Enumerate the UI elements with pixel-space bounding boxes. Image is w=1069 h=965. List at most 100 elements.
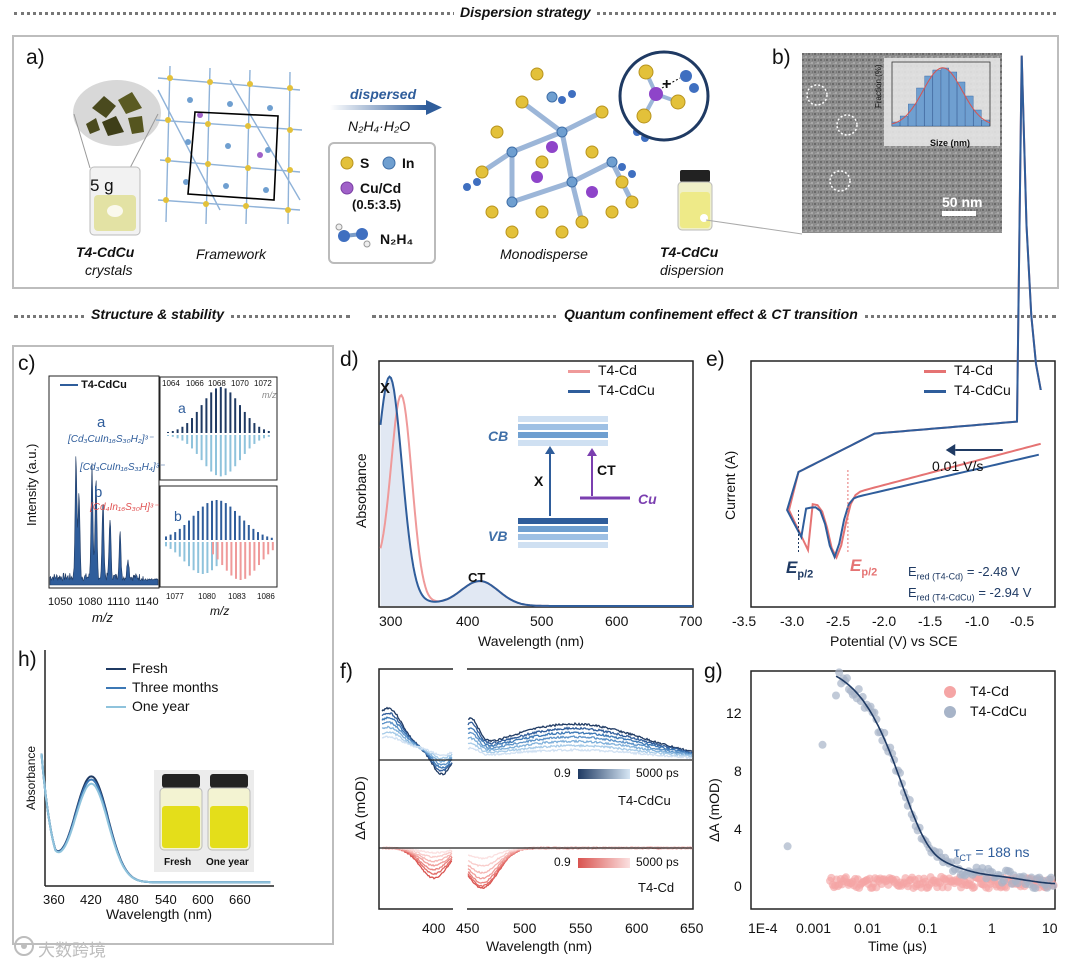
g-ytick-0: 0 — [734, 878, 742, 894]
ms-formula-a: [Cd₃CuIn₁₆S₃₀H₂]³⁻ — [68, 434, 154, 445]
h-vial-label-year: One year — [206, 857, 249, 868]
ms-xtick-2: 1110 — [107, 596, 130, 608]
ms-inset-bot-xlabel: m/z — [210, 604, 230, 618]
f-xtick-4: 550 — [569, 920, 593, 936]
ms-xtick-1: 1080 — [78, 596, 103, 608]
g-xtick-0: 1E-4 — [748, 920, 778, 936]
tem-hist-bar — [948, 71, 958, 127]
ms-xlabel: m/z — [92, 610, 113, 625]
e-ep1: Ep/2 — [786, 558, 813, 580]
crystals-mass: 5 g — [90, 176, 114, 195]
h-ylabel: Absorbance — [24, 745, 38, 810]
e-legend-1: T4-CdCu — [924, 382, 1011, 398]
ms-inset-top-unit: m/z — [262, 390, 277, 400]
f-xtick-2: 450 — [456, 920, 480, 936]
ms-ylabel: Intensity (a.u.) — [24, 443, 39, 526]
d-ylabel: Absorbance — [353, 453, 369, 528]
zoom-circle — [618, 50, 710, 142]
g-xtick-2: 0.01 — [854, 920, 882, 936]
tem-hist-bar — [957, 81, 966, 127]
h-series-2 — [40, 753, 271, 884]
ms-inset-bot-label: b — [174, 508, 182, 524]
e-ep1-main: E — [786, 558, 798, 577]
e-xtick-0: -3.5 — [732, 613, 757, 629]
g-xlabel: Time (μs) — [868, 938, 927, 954]
crystals-vial — [89, 166, 141, 236]
tem-hist-bar — [899, 115, 909, 127]
e-xtick-2: -2.5 — [826, 613, 851, 629]
ms-legend-text: T4-CdCu — [81, 379, 127, 391]
f-ylabel: ΔA (mOD) — [352, 776, 368, 840]
tem-hist-bar — [891, 121, 900, 127]
ms-inset-bottom — [159, 485, 278, 588]
g-point-t4cd — [970, 883, 979, 892]
magnify-lines-a — [73, 113, 159, 169]
tem-scale-label: 50 nm — [942, 194, 983, 210]
g-tau-main: τ — [954, 844, 960, 860]
header-quantum: Quantum confinement effect & CT transiti… — [558, 306, 864, 322]
ms-inset-bot-tick-0: 1077 — [166, 592, 184, 601]
d-legend-0: T4-Cd — [568, 362, 637, 378]
e-legend-0: T4-Cd — [924, 362, 993, 378]
g-legend-0: T4-Cd — [944, 683, 1009, 699]
d-series-t4cdcu — [379, 375, 693, 607]
h-legend-text-2: One year — [132, 698, 190, 714]
watermark-text: 大数跨境 — [38, 941, 106, 960]
f-xlabel: Wavelength (nm) — [486, 938, 593, 954]
f-cd-start: 0.9 — [554, 855, 571, 869]
tem-hist-bar — [924, 75, 933, 127]
g-legend-text-0: T4-Cd — [970, 683, 1009, 699]
zoom-plus: + — [662, 76, 672, 93]
g-fit-line — [835, 675, 1056, 885]
f-cdcu-trace-right — [467, 742, 693, 759]
e-ep1-sub: p/2 — [797, 568, 814, 581]
crystals-sub: crystals — [85, 262, 133, 278]
framework-label: Framework — [196, 246, 267, 262]
h-xtick-4: 600 — [192, 892, 214, 907]
monodisperse-label: Monodisperse — [500, 246, 588, 262]
transient-absorption-chart — [378, 668, 694, 912]
d-xtick-1: 400 — [456, 613, 480, 629]
g-xtick-1: 0.001 — [796, 920, 832, 936]
tem-image — [802, 53, 1002, 233]
g-point-t4cdcu — [1031, 884, 1040, 893]
legend-in-text: In — [402, 155, 415, 171]
tem-hist-bar — [940, 67, 949, 127]
g-legend-1: T4-CdCu — [944, 703, 1027, 719]
e-ered1-sub: red (T4-Cd) — [916, 571, 964, 582]
h-xtick-1: 420 — [80, 892, 102, 907]
g-ytick-3: 12 — [726, 705, 742, 721]
d-area — [380, 376, 693, 606]
ms-xtick-0: 1050 — [48, 596, 73, 608]
tem-hist-bar — [908, 103, 917, 127]
band-diagram — [518, 416, 630, 548]
ms-inset-top-tick-2: 1068 — [208, 379, 226, 388]
h-vials-photo — [154, 770, 254, 872]
g-ytick-2: 8 — [734, 763, 742, 779]
cyclic-voltammetry-chart — [750, 55, 1056, 608]
tem-hist-bar — [973, 109, 982, 127]
f-cdcu-trace-right — [467, 736, 693, 757]
framework-structure — [155, 65, 303, 225]
e-ered1: Ered (T4-Cd) = -2.48 V — [908, 564, 1020, 582]
e-ep2-sub: p/2 — [861, 566, 878, 579]
f-cdcu-gradient-bar — [578, 769, 630, 779]
d-legend-text-0: T4-Cd — [598, 362, 637, 378]
dispersion-vial — [677, 170, 713, 231]
g-point-t4cdcu — [843, 674, 852, 683]
f-cdcu-trace-left — [381, 711, 453, 772]
ms-trace — [49, 456, 159, 586]
e-xtick-6: -0.5 — [1010, 613, 1035, 629]
g-ytick-1: 4 — [734, 821, 742, 837]
arrow-label-dispersed: dispersed — [350, 86, 417, 102]
monodisperse-cluster — [463, 67, 649, 239]
ms-spectrum — [48, 375, 160, 589]
dispersion-arrow — [330, 100, 442, 115]
arrow-label-n2h4: N₂H₄·H₂O — [348, 118, 411, 134]
ms-inset-bot-tick-3: 1086 — [257, 592, 275, 601]
panel-ch-frame — [12, 345, 334, 945]
tem-hist-bar — [932, 69, 941, 127]
tem-inset-xlabel: Size (nm) — [930, 138, 971, 148]
e-ered2: Ered (T4-CdCu) = -2.94 V — [908, 585, 1031, 603]
g-legend-text-1: T4-CdCu — [970, 703, 1027, 719]
